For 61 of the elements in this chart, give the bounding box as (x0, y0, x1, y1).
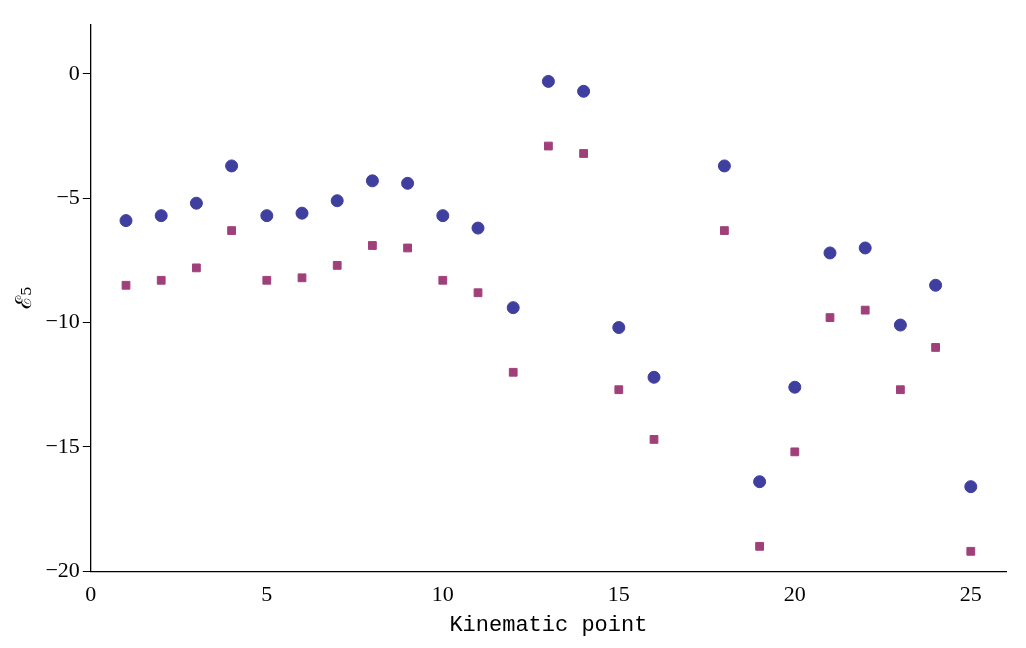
point (893, 318, 907, 332)
point (825, 313, 835, 322)
x-axis-title: Kinematic point (449, 612, 648, 638)
point (227, 226, 236, 235)
point (508, 367, 518, 377)
point (401, 176, 415, 190)
point (790, 447, 800, 457)
point (365, 174, 379, 188)
point (753, 475, 767, 489)
point (649, 435, 659, 444)
point (788, 380, 802, 394)
x-tick-label: 20 (783, 581, 806, 607)
point (577, 84, 591, 98)
y-tick-label: −5 (56, 184, 80, 210)
point (717, 159, 731, 173)
y-axis-title: ℰ₅ (10, 286, 36, 309)
x-tick-label: 25 (959, 581, 982, 607)
point (332, 260, 342, 270)
x-tick-label: 0 (85, 581, 97, 607)
point (156, 275, 166, 285)
point (403, 243, 412, 253)
point (438, 275, 448, 285)
point (154, 209, 168, 223)
point (471, 221, 485, 235)
point (720, 226, 729, 235)
point (295, 206, 309, 220)
y-tick-label: −10 (45, 308, 80, 334)
point (823, 246, 837, 260)
x-tick-label: 10 (431, 581, 454, 607)
point (647, 370, 661, 384)
point (896, 385, 905, 395)
point (225, 159, 239, 173)
point (614, 385, 624, 395)
point (544, 141, 553, 151)
x-tick-label: 5 (261, 581, 273, 607)
y-tick-label: 0 (68, 59, 80, 85)
point (612, 321, 626, 335)
point (966, 546, 976, 556)
point (506, 301, 520, 315)
point (330, 194, 344, 208)
point (473, 288, 483, 298)
point (579, 149, 588, 158)
point (858, 241, 872, 255)
point (755, 541, 764, 551)
point (262, 275, 272, 285)
point (189, 196, 203, 210)
y-tick-label: −20 (45, 556, 80, 582)
point (121, 280, 131, 290)
point (297, 273, 307, 283)
x-tick-label: 15 (607, 581, 630, 607)
point (964, 480, 978, 494)
y-tick-label: −15 (45, 432, 80, 458)
point (929, 278, 943, 292)
point (119, 214, 133, 228)
point (541, 74, 555, 88)
point (260, 209, 274, 223)
point (436, 209, 450, 223)
point (368, 241, 377, 250)
point (860, 305, 870, 315)
point (192, 263, 201, 273)
point (931, 343, 940, 352)
